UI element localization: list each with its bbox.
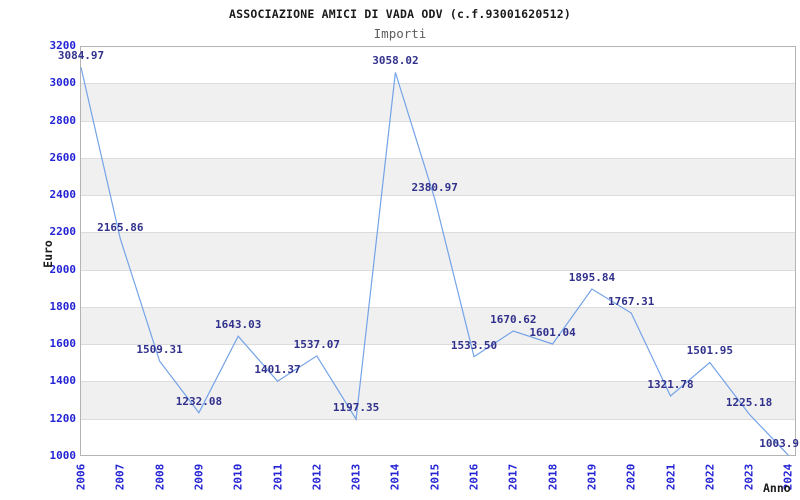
chart-subtitle: Importi — [373, 26, 427, 41]
chart-svg — [80, 67, 789, 456]
x-tick-label: 2022 — [703, 463, 717, 491]
x-tick-label: 2013 — [349, 463, 363, 491]
x-tick-label: 2017 — [506, 463, 520, 491]
value-label: 1232.08 — [175, 394, 223, 408]
x-tick-label: 2009 — [192, 463, 206, 491]
x-tick-label: 2021 — [664, 463, 677, 491]
y-tick-label: 1200 — [49, 411, 77, 425]
x-tick-label: 2014 — [388, 463, 402, 491]
plot-band — [81, 232, 795, 270]
gridline — [81, 83, 795, 84]
y-tick-label: 1600 — [49, 337, 77, 351]
x-axis-title: Anno — [763, 481, 791, 495]
value-label: 1003.9 — [759, 437, 799, 451]
y-tick-label: 3200 — [49, 39, 77, 52]
y-tick-label: 1800 — [49, 299, 77, 313]
value-label: 1197.35 — [332, 401, 380, 415]
value-label: 1533.50 — [450, 338, 498, 352]
value-label: 1537.07 — [293, 337, 340, 351]
plot-band — [81, 306, 795, 345]
gridline — [81, 381, 795, 382]
value-label: 1401.37 — [254, 363, 301, 377]
x-tick-label: 2019 — [585, 463, 599, 491]
x-tick-label: 2023 — [742, 463, 756, 491]
gridline — [81, 232, 795, 233]
value-label: 1601.04 — [529, 325, 576, 339]
value-label: 1225.18 — [725, 396, 773, 410]
plot-band — [81, 381, 795, 419]
gridline — [81, 195, 795, 196]
value-label: 1501.95 — [686, 344, 733, 358]
value-label: 1767.31 — [608, 295, 655, 308]
gridline — [81, 270, 795, 271]
plot-band — [81, 83, 795, 121]
x-tick-label: 2007 — [113, 463, 127, 491]
y-tick-label: 3000 — [49, 76, 77, 90]
gridline — [81, 121, 795, 122]
chart-title: ASSOCIAZIONE AMICI DI VADA ODV (c.f.9300… — [229, 7, 571, 21]
x-tick-label: 2018 — [546, 463, 560, 491]
value-label: 1321.78 — [647, 378, 694, 392]
gridline — [81, 307, 795, 308]
y-tick-label: 2200 — [49, 225, 77, 239]
gridline — [81, 344, 795, 345]
y-axis-title: Euro — [41, 240, 55, 268]
gridline — [81, 158, 795, 159]
x-tick-label: 2016 — [467, 463, 481, 491]
x-tick-label: 2011 — [271, 463, 284, 491]
x-tick-label: 2015 — [428, 463, 442, 491]
y-tick-label: 2600 — [49, 150, 77, 164]
value-label: 1643.03 — [215, 318, 262, 332]
y-tick-label: 1000 — [49, 449, 77, 462]
value-label: 1895.84 — [568, 271, 616, 285]
gridline — [81, 419, 795, 420]
value-label: 2165.86 — [97, 220, 144, 234]
y-tick-label: 2000 — [49, 262, 77, 276]
x-tick-label: 2008 — [153, 463, 167, 491]
y-tick-label: 2800 — [49, 113, 77, 127]
plot-band — [81, 157, 795, 196]
value-label: 1670.62 — [490, 313, 537, 327]
value-label: 3084.97 — [57, 49, 105, 63]
value-label: 1509.31 — [136, 343, 183, 357]
x-tick-label: 2012 — [310, 463, 324, 491]
x-tick-label: 2006 — [74, 463, 88, 491]
x-tick-label: 2010 — [231, 463, 245, 491]
y-tick-label: 1400 — [49, 374, 77, 388]
value-label: 3058.02 — [372, 54, 419, 68]
value-label: 2380.97 — [411, 180, 458, 194]
data-line — [80, 67, 789, 456]
x-tick-label: 2020 — [624, 463, 638, 491]
y-tick-label: 2400 — [49, 188, 77, 202]
